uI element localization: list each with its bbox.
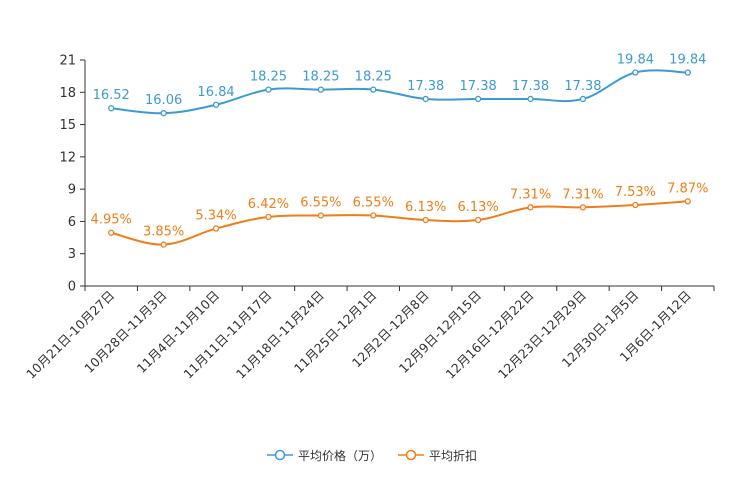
data-point (212, 101, 220, 108)
data-label: 18.25 (250, 70, 287, 85)
data-label: 16.06 (145, 93, 182, 108)
y-tick-label: 9 (68, 183, 76, 198)
data-label: 6.42% (248, 197, 289, 212)
data-label: 7.31% (510, 187, 551, 202)
data-label: 3.85% (143, 225, 184, 240)
data-label: 17.38 (512, 79, 549, 94)
data-label: 18.25 (355, 70, 392, 85)
data-point (422, 95, 429, 103)
data-label: 17.38 (564, 79, 601, 94)
data-point (265, 86, 272, 93)
legend-item-discount[interactable]: 平均折扣 (398, 447, 477, 464)
data-label: 5.34% (195, 209, 236, 224)
legend-line-circle-icon (398, 449, 424, 461)
data-point (684, 198, 691, 205)
y-tick-label: 15 (59, 118, 76, 133)
data-point (579, 204, 587, 211)
y-tick-label: 6 (68, 215, 76, 230)
y-tick-label: 21 (59, 54, 76, 69)
data-label: 7.31% (562, 187, 603, 202)
x-tick-label: 10月21日-10月27日 (23, 288, 117, 382)
data-point (265, 213, 272, 221)
data-label: 18.25 (302, 70, 339, 85)
data-point (579, 95, 587, 103)
data-label: 19.84 (617, 52, 654, 67)
data-label: 6.13% (457, 200, 498, 215)
data-point (684, 69, 691, 76)
data-point (474, 95, 482, 103)
x-tick-label: 11月11日-11月17日 (180, 288, 274, 382)
data-point (474, 216, 482, 224)
data-point (212, 225, 220, 232)
data-label: 6.55% (353, 196, 394, 211)
data-label: 16.52 (93, 88, 130, 103)
y-tick-label: 0 (68, 280, 76, 295)
data-label: 19.84 (669, 52, 706, 67)
chart-legend: 平均价格（万） 平均折扣 (0, 445, 744, 465)
data-point (527, 95, 534, 103)
data-label: 4.95% (91, 213, 132, 228)
y-tick-label: 3 (68, 247, 76, 262)
data-point (317, 86, 325, 93)
series-line-discount (110, 200, 688, 246)
y-tick-label: 12 (59, 150, 76, 165)
y-tick-label: 18 (59, 86, 76, 101)
data-label: 7.53% (615, 185, 656, 200)
data-point (108, 229, 115, 236)
data-label: 17.38 (460, 79, 497, 94)
data-point (160, 110, 167, 117)
data-point (632, 201, 639, 209)
data-point (370, 212, 377, 219)
data-point (370, 86, 377, 93)
data-label: 6.55% (300, 196, 341, 211)
data-label: 17.38 (407, 79, 444, 94)
data-point (527, 204, 534, 211)
legend-line-circle-icon (266, 449, 293, 461)
legend-item-price[interactable]: 平均价格（万） (266, 447, 382, 464)
data-label: 7.87% (667, 181, 708, 196)
legend-label-discount: 平均折扣 (429, 448, 478, 463)
legend-label-price: 平均价格（万） (297, 448, 382, 463)
x-tick-label: 12月16日-12月22日 (443, 288, 537, 382)
data-point (317, 212, 325, 219)
data-label: 6.13% (405, 200, 446, 215)
x-tick-label: 11月18日-11月24日 (233, 288, 327, 382)
x-tick-label: 12月23日-12月29日 (495, 288, 589, 382)
data-label: 16.84 (197, 85, 234, 100)
data-point (108, 105, 115, 112)
data-point (632, 69, 639, 76)
data-point (422, 216, 429, 224)
series-line-price (111, 69, 688, 115)
data-point (160, 241, 167, 248)
